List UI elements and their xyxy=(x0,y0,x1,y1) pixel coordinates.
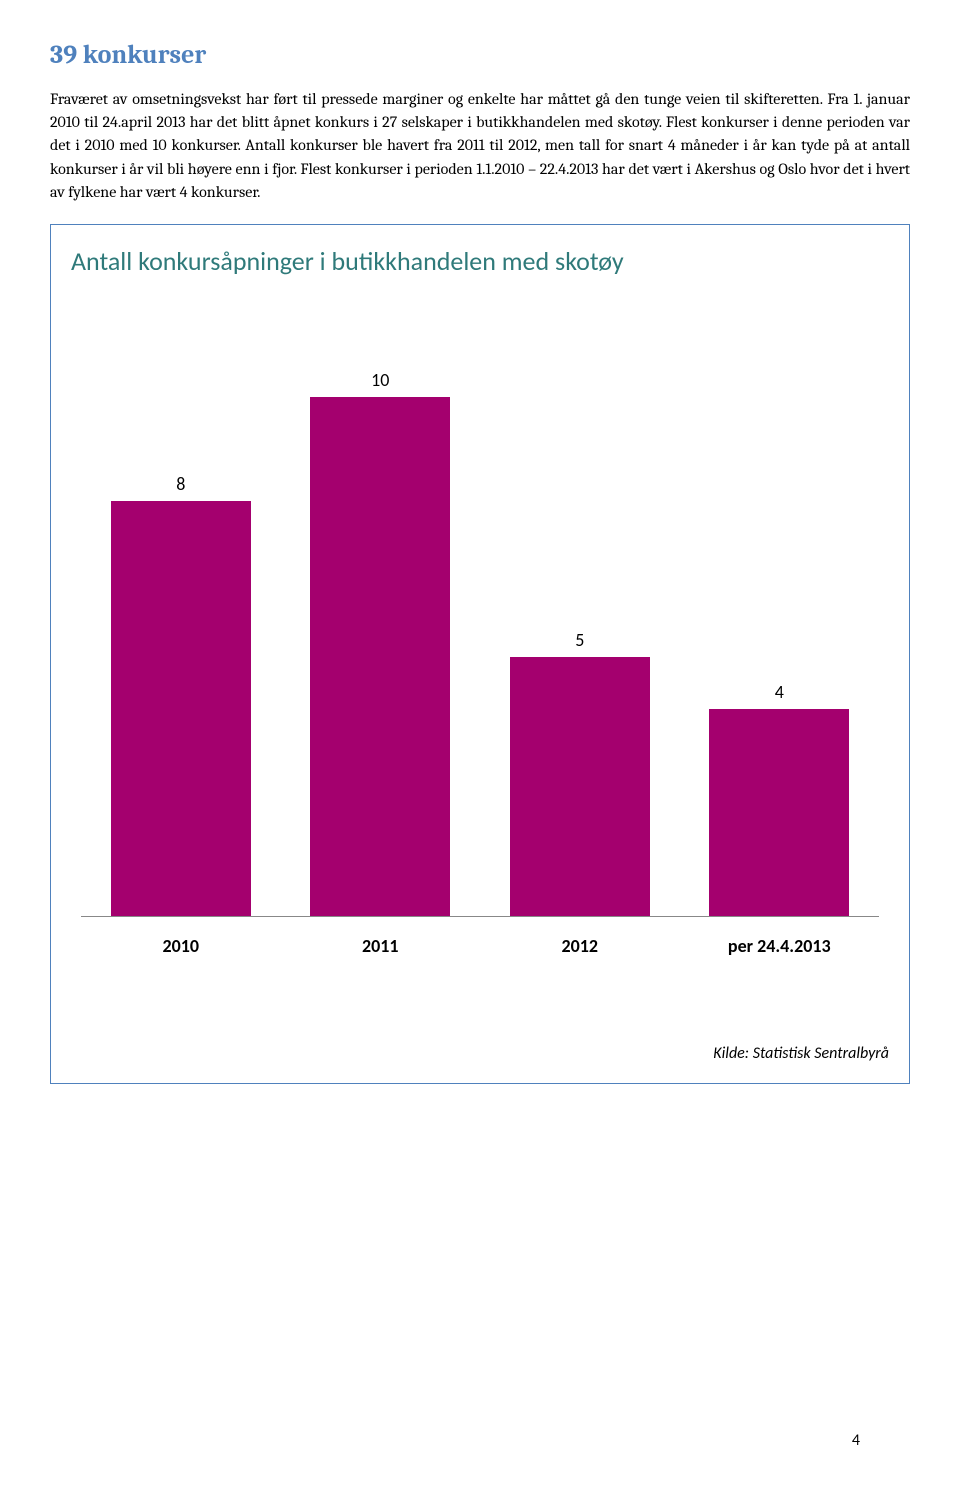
bar-value-label: 10 xyxy=(371,369,389,391)
bar-value-label: 5 xyxy=(575,629,584,651)
bar-group: 5 xyxy=(500,629,660,917)
x-axis-label: 2010 xyxy=(101,935,261,957)
bankruptcy-chart: Antall konkursåpninger i butikkhandelen … xyxy=(50,224,910,1084)
chart-source: Kilde: Statistisk Sentralbyrå xyxy=(713,1044,889,1063)
bar-value-label: 4 xyxy=(775,681,784,703)
x-axis-label: 2012 xyxy=(500,935,660,957)
chart-baseline xyxy=(81,916,879,917)
bar xyxy=(310,397,450,917)
bar-group: 10 xyxy=(300,369,460,917)
chart-title: Antall konkursåpninger i butikkhandelen … xyxy=(71,245,889,277)
bar-group: 4 xyxy=(699,681,859,917)
page-number: 4 xyxy=(852,1431,860,1450)
x-axis-label: per 24.4.2013 xyxy=(699,935,859,957)
bar-value-label: 8 xyxy=(176,473,185,495)
bar xyxy=(111,501,251,917)
x-axis-label: 2011 xyxy=(300,935,460,957)
bar-group: 8 xyxy=(101,473,261,917)
chart-plot-area: 8 10 5 4 2010 2011 2012 per 24.4.2013 xyxy=(81,307,879,957)
body-paragraph: Fraværet av omsetningsvekst har ført til… xyxy=(50,88,910,204)
bar xyxy=(709,709,849,917)
bar xyxy=(510,657,650,917)
section-heading: 39 konkurser xyxy=(50,40,910,70)
